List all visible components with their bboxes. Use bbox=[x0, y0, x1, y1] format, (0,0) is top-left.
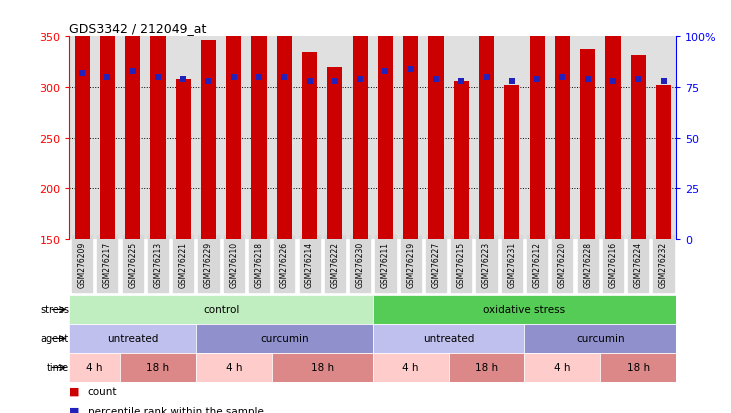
Bar bbox=[272, 353, 373, 382]
Point bbox=[658, 78, 670, 85]
Bar bbox=[69, 353, 120, 382]
Point bbox=[379, 68, 391, 75]
Point bbox=[481, 74, 493, 81]
Bar bbox=[378, 0, 393, 240]
Text: ■: ■ bbox=[69, 386, 80, 396]
Point bbox=[304, 78, 316, 85]
Text: 4 h: 4 h bbox=[226, 363, 242, 373]
Point bbox=[126, 68, 138, 75]
Bar bbox=[327, 67, 342, 240]
Point bbox=[455, 78, 467, 85]
Text: 4 h: 4 h bbox=[403, 363, 419, 373]
Bar bbox=[69, 324, 196, 353]
Point bbox=[178, 76, 189, 83]
Bar bbox=[605, 22, 621, 240]
Text: untreated: untreated bbox=[107, 334, 159, 344]
Bar bbox=[352, 28, 368, 240]
Text: oxidative stress: oxidative stress bbox=[483, 305, 566, 315]
Bar bbox=[479, 19, 494, 240]
Text: count: count bbox=[88, 386, 117, 396]
Point bbox=[152, 74, 164, 81]
Point bbox=[279, 74, 290, 81]
Bar bbox=[302, 53, 317, 240]
Point bbox=[632, 76, 644, 83]
Text: 4 h: 4 h bbox=[86, 363, 103, 373]
Bar bbox=[373, 353, 449, 382]
Bar bbox=[120, 353, 196, 382]
Bar bbox=[373, 324, 525, 353]
Point bbox=[202, 78, 214, 85]
Bar bbox=[428, 2, 444, 240]
Bar bbox=[524, 324, 676, 353]
Text: 4 h: 4 h bbox=[554, 363, 571, 373]
Point bbox=[607, 78, 619, 85]
Text: agent: agent bbox=[41, 334, 69, 344]
Bar bbox=[125, 0, 140, 240]
Bar bbox=[529, 0, 545, 240]
Text: untreated: untreated bbox=[423, 334, 474, 344]
Text: curcumin: curcumin bbox=[260, 334, 308, 344]
Bar bbox=[226, 0, 241, 240]
Text: control: control bbox=[203, 305, 239, 315]
Bar bbox=[403, 0, 418, 240]
Text: ■: ■ bbox=[69, 406, 80, 413]
Bar bbox=[454, 82, 469, 240]
Text: curcumin: curcumin bbox=[576, 334, 625, 344]
Point bbox=[405, 66, 417, 73]
Text: 18 h: 18 h bbox=[146, 363, 170, 373]
Bar bbox=[373, 295, 676, 324]
Bar bbox=[151, 22, 165, 240]
Bar bbox=[449, 353, 525, 382]
Text: 18 h: 18 h bbox=[475, 363, 498, 373]
Point bbox=[228, 74, 240, 81]
Text: 18 h: 18 h bbox=[626, 363, 650, 373]
Text: time: time bbox=[47, 363, 69, 373]
Point bbox=[531, 76, 543, 83]
Text: GDS3342 / 212049_at: GDS3342 / 212049_at bbox=[69, 22, 207, 35]
Bar bbox=[251, 0, 267, 240]
Point bbox=[556, 74, 568, 81]
Point bbox=[355, 76, 366, 83]
Bar bbox=[277, 0, 292, 240]
Bar bbox=[656, 86, 671, 240]
Bar bbox=[555, 0, 570, 240]
Point bbox=[582, 76, 594, 83]
Text: stress: stress bbox=[40, 305, 69, 315]
Point bbox=[329, 78, 341, 85]
Point bbox=[506, 78, 518, 85]
Point bbox=[76, 70, 88, 77]
Point bbox=[253, 74, 265, 81]
Point bbox=[102, 74, 113, 81]
Bar bbox=[175, 80, 191, 240]
Bar bbox=[69, 295, 373, 324]
Bar bbox=[631, 55, 645, 240]
Text: 18 h: 18 h bbox=[311, 363, 334, 373]
Bar bbox=[580, 50, 595, 240]
Text: percentile rank within the sample: percentile rank within the sample bbox=[88, 406, 264, 413]
Bar bbox=[201, 41, 216, 240]
Point bbox=[430, 76, 442, 83]
Bar bbox=[75, 0, 90, 240]
Bar bbox=[524, 353, 600, 382]
Bar bbox=[99, 13, 115, 240]
Bar bbox=[196, 324, 373, 353]
Bar bbox=[504, 86, 520, 240]
Bar bbox=[600, 353, 676, 382]
Bar bbox=[196, 353, 272, 382]
